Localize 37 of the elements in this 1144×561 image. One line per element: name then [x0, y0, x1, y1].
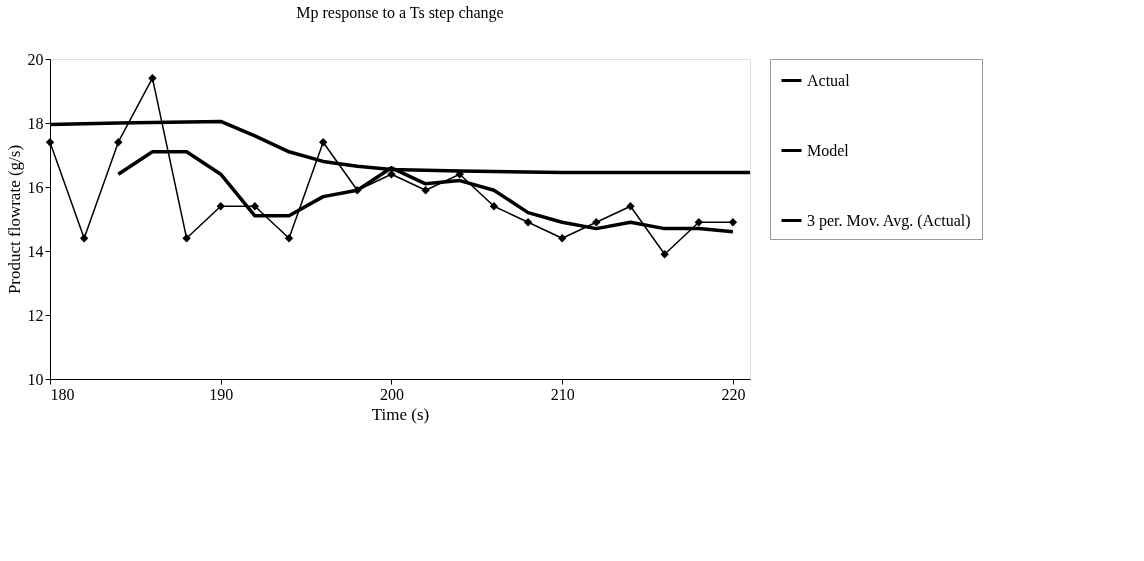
point [45, 138, 55, 147]
point [558, 234, 567, 243]
point [592, 218, 601, 227]
legend-label: Actual [807, 71, 851, 89]
y-tick-label: 14 [27, 242, 44, 260]
point [250, 202, 260, 211]
point [523, 218, 533, 227]
x-tick-label: 190 [209, 385, 234, 403]
point [387, 170, 396, 179]
x-tick-label: 200 [379, 385, 404, 403]
x-axis-title: Time (s) [371, 404, 430, 424]
point [318, 138, 328, 147]
point [148, 74, 157, 83]
y-tick-label: 12 [27, 306, 44, 324]
y-tick-label: 10 [27, 370, 44, 388]
point [728, 218, 738, 227]
y-tick-label: 18 [27, 114, 44, 132]
point [660, 250, 669, 259]
y-tick-label: 16 [27, 178, 44, 196]
legend-label: Model [807, 141, 850, 159]
chart-title: Mp response to a Ts step change [296, 4, 504, 22]
point [216, 202, 225, 211]
point [79, 234, 89, 243]
x-tick-label: 180 [50, 385, 75, 403]
x-tick-label: 220 [721, 385, 746, 403]
y-axis-title: Product flowrate (g/s) [4, 144, 24, 295]
legend-label: 3 per. Mov. Avg. (Actual) [807, 211, 971, 230]
point [114, 138, 123, 147]
point [182, 234, 191, 243]
point [353, 186, 362, 195]
point [694, 218, 703, 227]
y-tick-label: 20 [27, 50, 44, 68]
point [284, 234, 294, 243]
point [626, 202, 635, 211]
point [421, 186, 430, 195]
x-tick-label: 210 [550, 385, 575, 403]
point [489, 202, 499, 211]
